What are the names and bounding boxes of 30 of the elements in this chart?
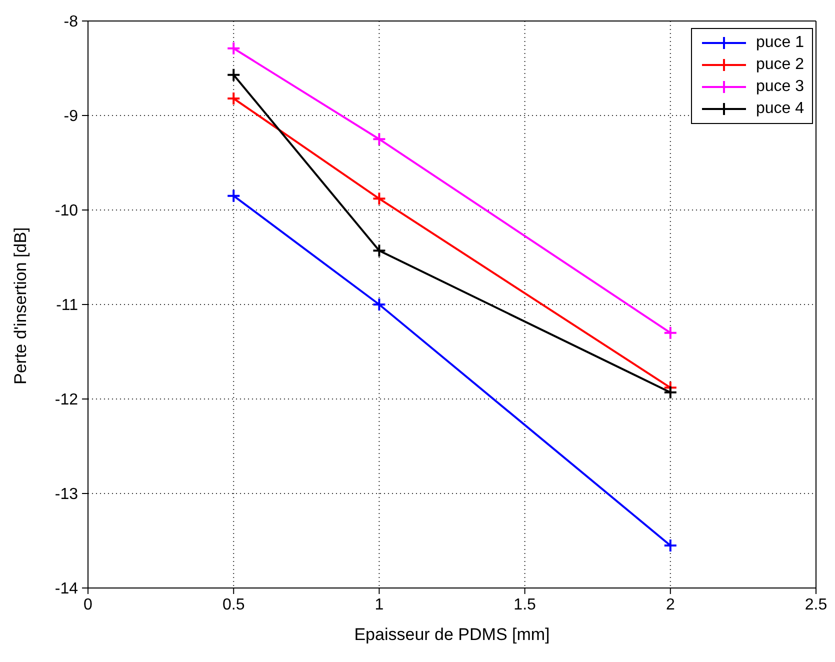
point (372, 132, 386, 146)
x-tick-label: 0.5 (222, 596, 245, 614)
legend-label: puce 4 (756, 99, 804, 119)
y-tick-label: -11 (56, 297, 78, 314)
y-tick-label: -10 (54, 202, 78, 220)
y-tick-label: -9 (64, 108, 78, 126)
x-tick-label: 1 (374, 596, 384, 614)
point (226, 188, 241, 203)
point (372, 244, 386, 258)
point (663, 326, 678, 340)
y-tick-label: -13 (54, 486, 78, 504)
legend-label: puce 3 (756, 77, 804, 97)
legend-label: puce 2 (756, 55, 804, 75)
y-axis-title: Perte d'insertion [dB] (11, 227, 30, 384)
legend-label: puce 1 (756, 33, 804, 53)
point (663, 538, 678, 552)
point (372, 298, 386, 312)
x-tick-label: 2.5 (804, 596, 828, 614)
point (226, 91, 241, 106)
x-tick-label: 1.5 (514, 596, 536, 614)
point (372, 192, 386, 206)
y-tick-label: -12 (54, 392, 78, 409)
y-tick-label: -14 (54, 580, 78, 598)
x-tick-label: 2 (666, 596, 675, 614)
x-axis-title: Epaisseur de PDMS [mm] (354, 625, 550, 644)
point (226, 68, 241, 82)
x-tick-label: 0 (84, 596, 93, 614)
point (663, 385, 678, 400)
point (226, 41, 241, 56)
y-tick-label: -8 (64, 14, 78, 31)
